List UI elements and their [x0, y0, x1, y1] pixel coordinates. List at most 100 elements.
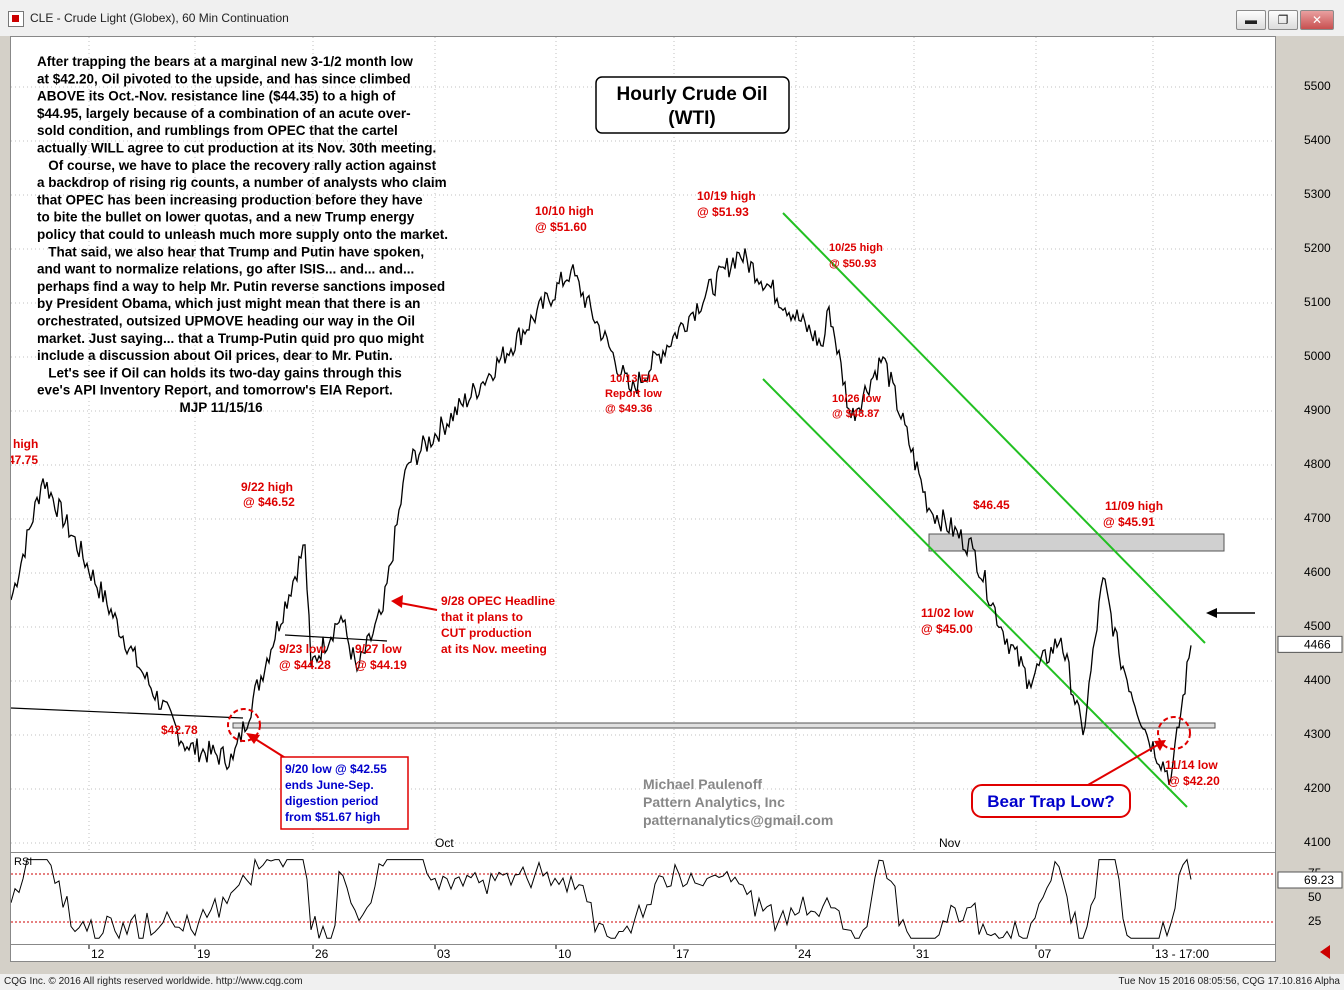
close-button[interactable]: ✕ — [1300, 10, 1334, 30]
ann-nov02-2: @ $45.00 — [921, 622, 973, 636]
ann-oct13-2: Report low — [605, 388, 662, 400]
status-copyright: CQG Inc. © 2016 All rights reserved worl… — [4, 976, 303, 987]
ann-high-left-1: high — [13, 437, 38, 451]
commentary-line: Of course, we have to place the recovery… — [37, 158, 437, 173]
rsi-series-line — [11, 857, 1192, 940]
rsi-label: RSI — [14, 856, 32, 868]
date-tick-label: 19 — [197, 947, 211, 961]
beartrap-arrowhead — [1154, 740, 1166, 751]
price-axis[interactable]: 4100 4200 4300 4400 4500 4600 4700 4800 4900 5000… — [1274, 36, 1344, 852]
commentary-line: include a discussion about Oil prices, d… — [37, 348, 393, 363]
commentary-line: at $42.20, Oil pivoted to the upside, an… — [37, 71, 411, 86]
month-label: Oct — [435, 836, 454, 850]
last-price-arrowhead — [1206, 608, 1217, 618]
status-timestamp: Tue Nov 15 2016 08:05:56, CQG 17.10.816 … — [1118, 976, 1340, 987]
maximize-button[interactable]: ❐ — [1268, 10, 1298, 30]
ann-nov09-2: @ $45.91 — [1103, 515, 1155, 529]
commentary-line: sold condition, and rumblings from OPEC … — [37, 123, 398, 138]
rsi-tick-50: 50 — [1308, 890, 1322, 904]
beartrap-box — [971, 784, 1131, 818]
price-tick-label: 4700 — [1304, 511, 1331, 525]
channel-lower-line — [762, 378, 1188, 808]
chart-title: Hourly Crude Oil — [617, 84, 768, 105]
ann-oct19-1: 10/19 high — [697, 189, 756, 203]
sep20-low-circle — [227, 708, 261, 742]
commentary-line: That said, we also hear that Trump and P… — [37, 244, 424, 259]
commentary-line: ABOVE its Oct.-Nov. resistance line ($44… — [37, 89, 396, 104]
support-band — [232, 722, 1216, 729]
scroll-left-arrow-icon[interactable] — [1316, 942, 1336, 962]
ann-oct19-2: @ $51.93 — [697, 205, 749, 219]
date-tick-label: 07 — [1038, 947, 1052, 961]
commentary-line: actually WILL agree to cut production at… — [37, 141, 436, 156]
author-name: Michael Paulenoff — [643, 776, 762, 792]
ann-oct25-2: @ $50.93 — [829, 258, 876, 270]
commentary-line: and want to normalize relations, go afte… — [37, 262, 414, 277]
rsi-value-badge — [1277, 871, 1343, 889]
sep-lows-line — [284, 634, 388, 642]
price-tick-label: 4300 — [1304, 727, 1331, 741]
ann-sep20-4: from $51.67 high — [285, 810, 380, 824]
price-series-line — [11, 248, 1192, 785]
price-tick-label: 4400 — [1304, 673, 1331, 687]
ann-sep22-1: 9/22 high — [241, 480, 293, 494]
author-company: Pattern Analytics, Inc — [643, 794, 785, 810]
price-tick-label: 5000 — [1304, 349, 1331, 363]
price-tick-label: 4900 — [1304, 403, 1331, 417]
ann-opec-3: CUT production — [441, 626, 532, 640]
ann-sep20-3: digestion period — [285, 794, 378, 808]
window-titlebar: CLE - Crude Light (Globex), 60 Min Conti… — [0, 0, 1344, 37]
window-title: CLE - Crude Light (Globex), 60 Min Conti… — [30, 11, 289, 25]
ann-opec-1: 9/28 OPEC Headline — [441, 594, 555, 608]
commentary-line: policy that could to unleash much more s… — [37, 227, 448, 242]
minimize-button[interactable]: ▬ — [1236, 10, 1266, 30]
date-axis[interactable]: 12 19 26 03 10 17 24 31 07 13 - 17:00 — [10, 944, 1276, 962]
price-tick-label: 4800 — [1304, 457, 1331, 471]
date-tick-label: 26 — [315, 947, 329, 961]
nov14-low-circle — [1157, 716, 1191, 750]
last-price-text: 4466 — [1304, 637, 1331, 651]
chart-title-box — [595, 76, 790, 134]
chart-subtitle: (WTI) — [668, 108, 715, 129]
vertical-gridlines — [88, 37, 1154, 853]
price-tick-label: 5300 — [1304, 187, 1331, 201]
commentary-line: market. Just saying... that a Trump-Puti… — [37, 331, 425, 346]
ann-sep23-2: @ $44.28 — [279, 658, 331, 672]
ann-sep22-2: @ $46.52 — [243, 495, 295, 509]
rsi-panel[interactable]: RSI — [10, 852, 1276, 946]
ann-oct13-1: 10/13 EIA — [610, 373, 659, 385]
date-tick-label: 17 — [676, 947, 690, 961]
ann-oct26-1: 10/26 low — [832, 393, 881, 405]
ann-sep23-1: 9/23 low — [279, 642, 326, 656]
price-tick-label: 5500 — [1304, 79, 1331, 93]
commentary-line: After trapping the bears at a marginal n… — [37, 54, 413, 69]
commentary-line: that OPEC has been increasing production… — [37, 192, 423, 207]
sep20-arrowhead — [246, 733, 260, 744]
ann-sep20-2: ends June-Sep. — [285, 778, 374, 792]
commentary-text-block: After trapping the bears at a marginal n… — [37, 54, 448, 415]
ann-beartrap: Bear Trap Low? — [987, 792, 1115, 811]
ann-opec-2: that it plans to — [441, 610, 523, 624]
commentary-line: eve's API Inventory Report, and tomorrow… — [37, 383, 393, 398]
price-chart-panel[interactable]: Hourly Crude Oil (WTI) After trapping th… — [10, 36, 1276, 854]
support-trendline — [11, 707, 244, 719]
date-tick-label: 31 — [916, 947, 930, 961]
ann-oct13-3: @ $49.36 — [605, 403, 652, 415]
channel-upper-line — [782, 212, 1206, 644]
month-label: Nov — [939, 836, 960, 850]
commentary-line: Let's see if Oil can holds its two-day g… — [37, 365, 402, 380]
price-tick-label: 4600 — [1304, 565, 1331, 579]
price-tick-label: 5400 — [1304, 133, 1331, 147]
commentary-line: $44.95, largely because of a combination… — [37, 106, 411, 121]
ann-nov09-1: 11/09 high — [1105, 499, 1163, 513]
last-price-badge — [1277, 635, 1343, 653]
price-tick-label: 5200 — [1304, 241, 1331, 255]
ann-oct25-1: 10/25 high — [829, 242, 883, 254]
price-tick-label: 4500 — [1304, 619, 1331, 633]
ann-high-left-2: 47.75 — [11, 453, 38, 467]
resistance-band — [928, 533, 1225, 552]
ann-low-4278: $42.78 — [161, 723, 198, 737]
ann-sep20-1: 9/20 low @ $42.55 — [285, 762, 387, 776]
ann-oct10-1: 10/10 high — [535, 204, 594, 218]
price-tick-label: 4100 — [1304, 835, 1331, 849]
